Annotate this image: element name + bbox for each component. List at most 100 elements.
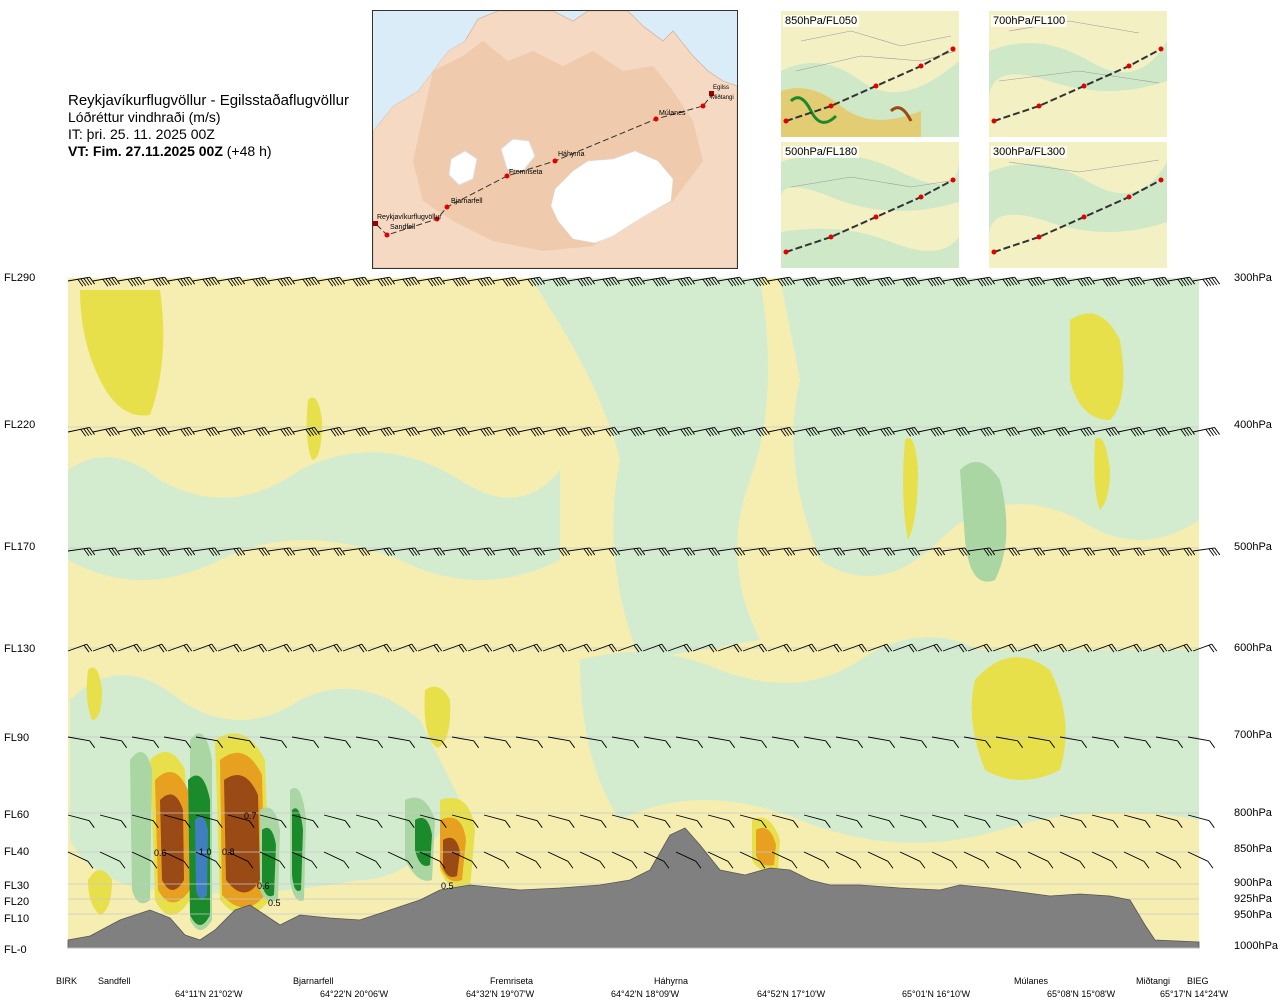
wind-barb	[617, 426, 645, 437]
wind-barb	[692, 547, 721, 557]
wind-barb	[767, 547, 796, 557]
route-point-bjarnarfell	[444, 204, 450, 210]
wind-barb	[1027, 814, 1055, 828]
station-mulanes: Múlanes	[1014, 976, 1049, 986]
fl-label-130: FL130	[4, 643, 36, 655]
wind-barb	[242, 426, 270, 437]
route-point-reykjavik	[434, 216, 440, 222]
wind-barb	[291, 736, 320, 749]
wind-barb	[592, 426, 620, 437]
field-brown-cells	[160, 775, 460, 893]
wind-barb	[1123, 851, 1150, 869]
field-yellow-right	[1070, 313, 1124, 420]
wind-barb	[67, 814, 95, 828]
fl-label-0: FL-0	[4, 944, 27, 956]
wind-barb	[792, 547, 821, 557]
station-bieg: BIEG	[1187, 976, 1209, 986]
hpa-label-500: 500hPa	[1234, 541, 1272, 553]
route-point-fremriseta	[504, 173, 510, 179]
field-yellow-col-2	[903, 438, 918, 540]
wind-barb	[867, 643, 893, 653]
wind-barb	[1027, 851, 1054, 869]
station-birk: BIRK	[56, 976, 78, 986]
wind-barb	[259, 851, 286, 869]
wind-barb	[792, 643, 818, 653]
wind-barb	[195, 736, 224, 749]
wind-barb	[515, 736, 544, 749]
wind-barb	[1192, 426, 1220, 437]
wind-barb	[242, 547, 271, 557]
hpa-label-300: 300hPa	[1234, 272, 1272, 284]
wind-barb	[917, 547, 946, 557]
wind-barb	[451, 736, 480, 749]
fl-label-220: FL220	[4, 419, 36, 431]
wind-barb	[1123, 814, 1151, 828]
route-point-hahyrna	[552, 158, 558, 164]
contour-label-1: 0.6	[154, 848, 167, 858]
level-panel-300-label: 300hPa/FL300	[991, 146, 1068, 158]
wind-barb	[1092, 276, 1121, 287]
wind-barb	[1042, 426, 1070, 437]
fl-label-60: FL60	[4, 809, 30, 821]
wind-barb	[117, 426, 145, 437]
wind-barb	[517, 276, 546, 287]
wind-barb	[1042, 547, 1071, 557]
wind-barb	[392, 426, 420, 437]
field-blue-cell	[195, 816, 208, 899]
wind-barb	[675, 736, 704, 749]
wind-barb	[1155, 814, 1183, 828]
wind-barb	[67, 643, 93, 653]
wind-barb	[1123, 736, 1152, 749]
coord-5: 64°52'N 17°10'W	[757, 989, 826, 999]
wind-barb	[192, 426, 220, 437]
level-panel-500-label: 500hPa/FL180	[783, 146, 860, 158]
wind-barb	[692, 426, 720, 437]
wind-barb	[1187, 736, 1216, 749]
wind-barb	[931, 851, 958, 869]
wind-barb	[739, 851, 766, 869]
wind-barb	[387, 736, 416, 749]
map-label-sandfell: Sandfell	[390, 224, 416, 231]
wind-barb	[567, 426, 595, 437]
wind-barb	[317, 276, 346, 287]
wind-barb	[419, 736, 448, 749]
wind-barb	[515, 814, 543, 828]
wind-barb	[542, 276, 571, 287]
wind-barb	[1092, 426, 1120, 437]
wind-barb	[292, 547, 321, 557]
wind-barb	[117, 643, 143, 653]
wind-barb	[442, 276, 471, 287]
wind-barb	[611, 851, 638, 869]
wind-barb	[451, 814, 479, 828]
wind-barb	[92, 276, 121, 287]
wind-barb	[547, 851, 574, 869]
wind-barb	[517, 426, 545, 437]
contour-label-6: 0.5	[268, 898, 281, 908]
wind-barb	[547, 736, 576, 749]
contour-label-4: 0.7	[244, 811, 257, 821]
wind-barb	[803, 814, 831, 828]
wind-barb	[867, 547, 896, 557]
wind-barb	[1117, 276, 1146, 287]
wind-barb	[227, 736, 256, 749]
wind-barb	[483, 851, 510, 869]
wind-barb	[131, 814, 159, 828]
wind-barb	[675, 814, 703, 828]
terrain	[67, 827, 1200, 949]
map-label-bjarnarfell: Bjarnarfell	[451, 198, 483, 205]
wind-barb	[467, 276, 496, 287]
wind-barb	[867, 426, 895, 437]
wind-barb	[642, 643, 668, 653]
wind-barb	[1059, 736, 1088, 749]
wind-barb	[995, 851, 1022, 869]
coord-3: 64°32'N 19°07'W	[466, 989, 535, 999]
map-label-egilss: Egilss	[713, 85, 729, 91]
wind-barb	[1017, 276, 1046, 287]
wind-barb	[842, 276, 871, 287]
wind-barb	[217, 426, 245, 437]
wind-barb	[259, 814, 287, 828]
wind-barb	[417, 547, 446, 557]
level-panel-850-label: 850hPa/FL050	[783, 15, 860, 27]
wind-barb	[1059, 814, 1087, 828]
route-point-sandfell	[384, 232, 390, 238]
